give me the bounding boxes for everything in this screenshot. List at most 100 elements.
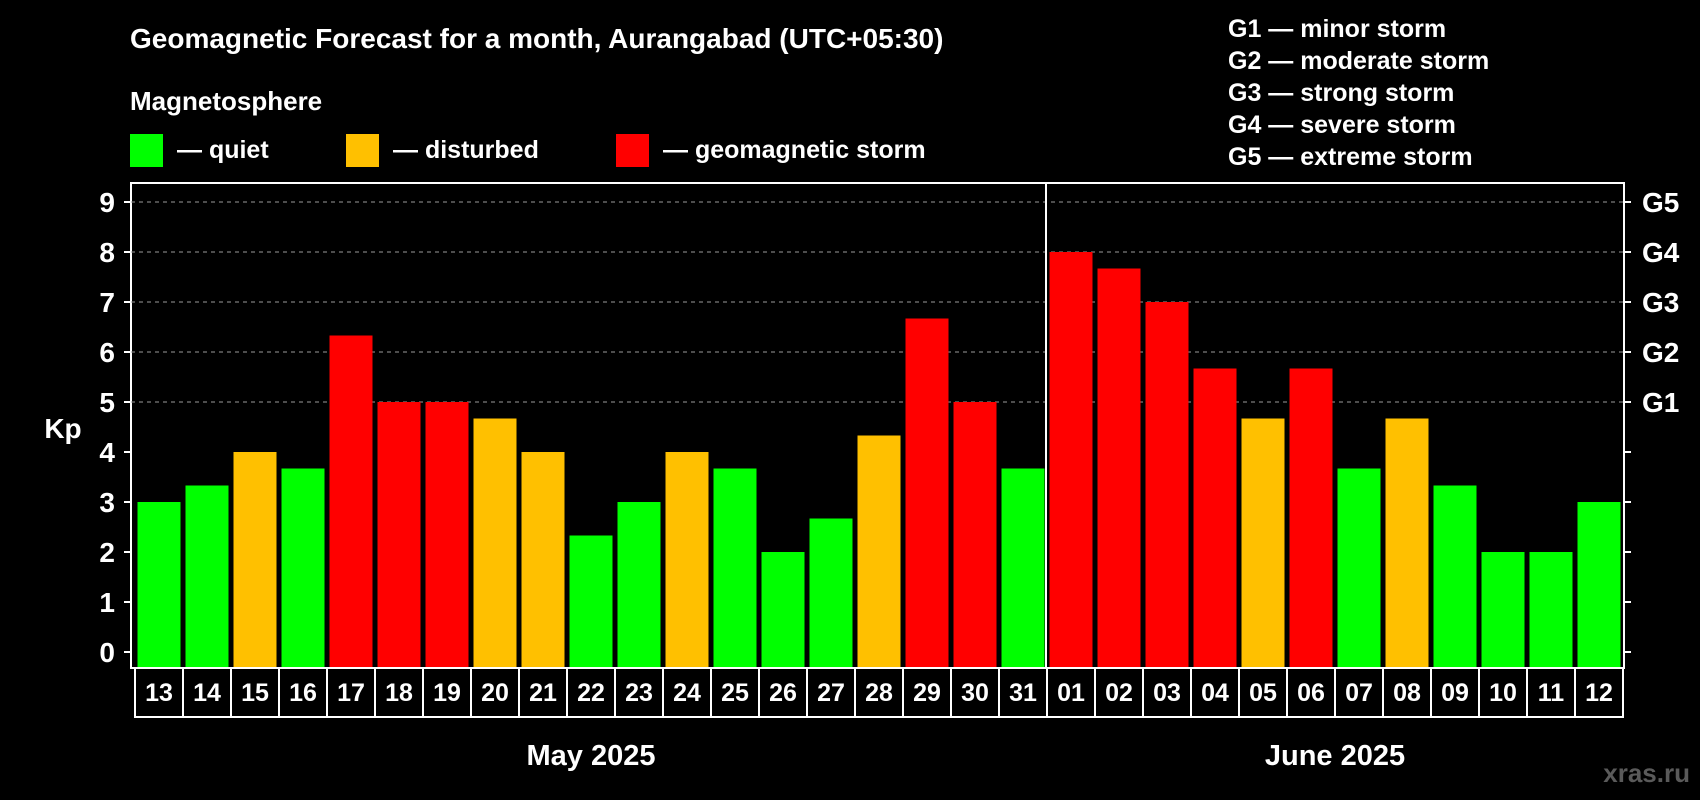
x-tick-label-28: 28: [865, 679, 893, 707]
bar-10: [1481, 552, 1525, 667]
y-tick-label-4: 4: [99, 437, 115, 468]
month-label-1: June 2025: [1265, 740, 1405, 772]
bar-30: [953, 402, 997, 667]
bar-05: [1241, 418, 1285, 667]
x-tick-label-24: 24: [673, 679, 701, 707]
x-tick-label-05: 05: [1249, 679, 1277, 707]
x-tick-label-19: 19: [433, 679, 461, 707]
bar-25: [713, 468, 757, 667]
y-tick-label-0: 0: [99, 637, 115, 668]
bar-14: [185, 485, 229, 667]
bar-27: [809, 518, 853, 667]
y-tick-label-2: 2: [99, 537, 115, 568]
legend-swatch-2: [616, 134, 649, 167]
x-tick-label-07: 07: [1345, 679, 1373, 707]
x-tick-label-17: 17: [337, 679, 365, 707]
x-tick-label-11: 11: [1538, 679, 1565, 707]
x-tick-label-09: 09: [1441, 679, 1469, 707]
storm-scale-item-4: G5 — extreme storm: [1228, 143, 1473, 171]
bar-09: [1433, 485, 1477, 667]
x-tick-label-26: 26: [769, 679, 797, 707]
storm-level-label-4: G5: [1642, 187, 1679, 218]
bar-04: [1193, 368, 1237, 667]
legend: — quiet — disturbed — geomagnetic storm: [130, 134, 926, 167]
bar-18: [377, 402, 421, 667]
bar-20: [473, 418, 517, 667]
x-tick-label-27: 27: [817, 679, 845, 707]
bar-03: [1145, 302, 1189, 667]
x-tick-label-16: 16: [289, 679, 317, 707]
bar-21: [521, 452, 565, 667]
x-tick-label-06: 06: [1297, 679, 1325, 707]
bar-07: [1337, 468, 1381, 667]
y-tick-label-3: 3: [99, 487, 115, 518]
month-label-0: May 2025: [527, 740, 656, 772]
x-tick-label-04: 04: [1201, 679, 1229, 707]
x-tick-label-02: 02: [1105, 679, 1133, 707]
storm-level-label-0: G1: [1642, 387, 1679, 418]
chart-title: Geomagnetic Forecast for a month, Aurang…: [130, 23, 943, 54]
x-tick-label-21: 21: [529, 679, 557, 707]
y-tick-label-5: 5: [99, 387, 115, 418]
bar-12: [1577, 502, 1621, 667]
bar-15: [233, 452, 277, 667]
storm-scale-item-0: G1 — minor storm: [1228, 15, 1446, 43]
watermark: xras.ru: [1603, 758, 1690, 788]
storm-level-label-3: G4: [1642, 237, 1680, 268]
date-axis-frame: [134, 667, 1624, 718]
bar-01: [1049, 252, 1093, 667]
legend-label-0: — quiet: [177, 136, 269, 164]
y-tick-label-6: 6: [99, 337, 115, 368]
storm-scale-item-1: G2 — moderate storm: [1228, 47, 1489, 75]
date-axis: 13 14 15 16 17 18 19 20 21 22 23 24 25 26 27 28 29 30 31 01…: [134, 667, 1624, 718]
bar-16: [281, 468, 325, 667]
bar-22: [569, 535, 613, 667]
bar-24: [665, 452, 709, 667]
y-tick-label-1: 1: [99, 587, 115, 618]
x-tick-label-14: 14: [193, 679, 221, 707]
bar-29: [905, 318, 949, 667]
bar-11: [1529, 552, 1573, 667]
storm-level-label-1: G2: [1642, 337, 1679, 368]
x-tick-label-13: 13: [145, 679, 173, 707]
bar-19: [425, 402, 469, 667]
legend-title: Magnetosphere: [130, 86, 322, 116]
x-tick-label-01: 01: [1057, 679, 1085, 707]
x-tick-label-03: 03: [1153, 679, 1181, 707]
bar-23: [617, 502, 661, 667]
x-tick-label-22: 22: [577, 679, 605, 707]
x-tick-label-23: 23: [625, 679, 653, 707]
bar-08: [1385, 418, 1429, 667]
bar-13: [137, 502, 181, 667]
x-tick-label-30: 30: [961, 679, 989, 707]
x-tick-label-29: 29: [913, 679, 941, 707]
bar-06: [1289, 368, 1333, 667]
x-tick-label-18: 18: [385, 679, 413, 707]
bar-31: [1001, 468, 1045, 667]
legend-swatch-1: [346, 134, 379, 167]
storm-scale-legend: G1 — minor storm G2 — moderate storm G3 — …: [1228, 15, 1489, 171]
storm-scale-item-2: G3 — strong storm: [1228, 79, 1454, 107]
bar-26: [761, 552, 805, 667]
bar-02: [1097, 268, 1141, 667]
x-tick-label-15: 15: [241, 679, 269, 707]
legend-label-1: — disturbed: [393, 136, 539, 164]
storm-scale-item-3: G4 — severe storm: [1228, 111, 1456, 139]
legend-swatch-0: [130, 134, 163, 167]
legend-label-2: — geomagnetic storm: [663, 136, 926, 164]
x-tick-label-10: 10: [1489, 679, 1517, 707]
bar-17: [329, 335, 373, 667]
x-tick-label-20: 20: [481, 679, 509, 707]
y-tick-label-7: 7: [99, 287, 115, 318]
y-tick-label-8: 8: [99, 237, 115, 268]
bar-28: [857, 435, 901, 667]
storm-level-label-2: G3: [1642, 287, 1679, 318]
x-tick-label-31: 31: [1009, 679, 1037, 707]
y-tick-label-9: 9: [99, 187, 115, 218]
x-tick-label-12: 12: [1585, 679, 1613, 707]
x-tick-label-25: 25: [721, 679, 749, 707]
x-tick-label-08: 08: [1393, 679, 1421, 707]
y-axis-label: Kp: [44, 413, 81, 444]
